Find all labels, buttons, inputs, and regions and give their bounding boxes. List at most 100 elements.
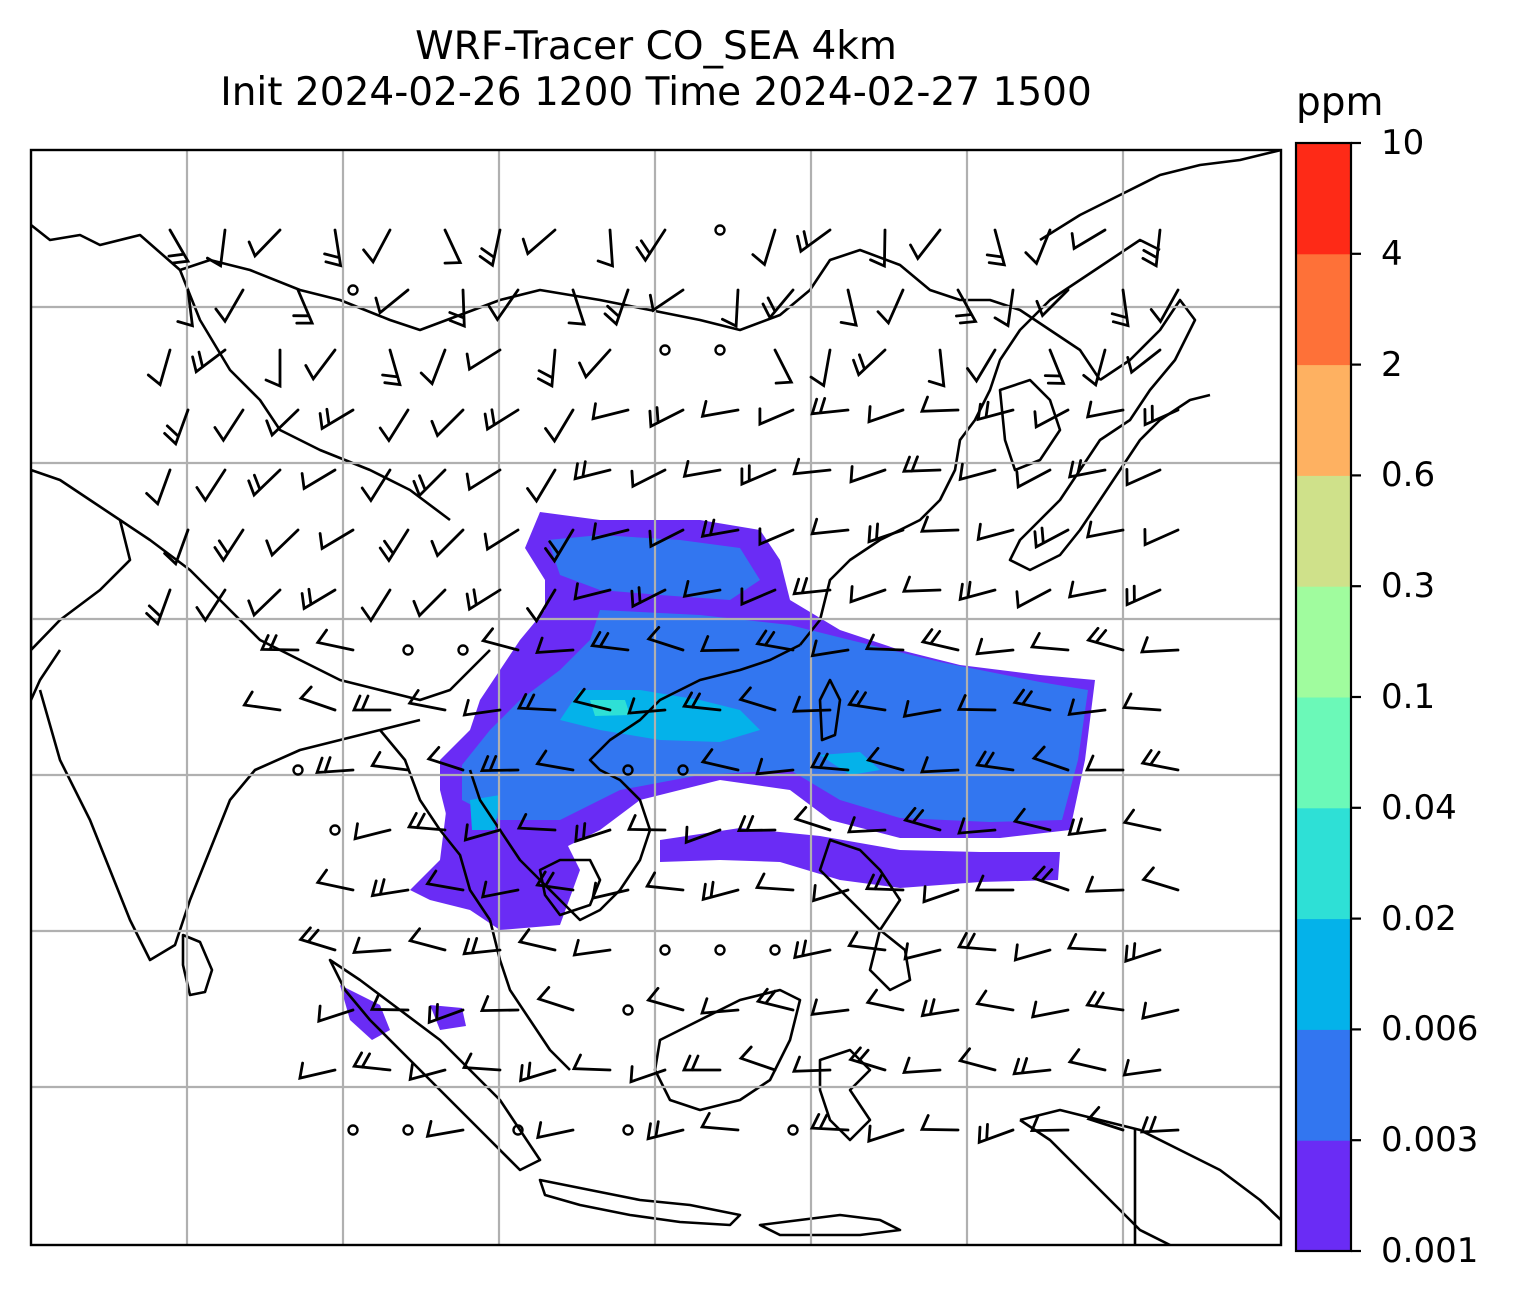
wind-barb <box>849 465 887 484</box>
coastline-borneo <box>653 988 802 1112</box>
wind-barb <box>864 633 905 652</box>
wind-barb <box>315 756 355 775</box>
plume-island-patch <box>430 1005 466 1030</box>
wind-barb <box>163 528 190 567</box>
wind-barb <box>516 813 557 832</box>
wind-barb <box>1125 584 1162 607</box>
coastline-sumatra <box>328 958 542 1172</box>
colorbar-tick-label: 0.3 <box>1381 566 1436 607</box>
colorbar-segment <box>1296 253 1351 366</box>
wind-barb <box>682 580 722 599</box>
wind-barb <box>463 823 502 842</box>
wind-barb <box>848 1046 887 1072</box>
wind-barb <box>627 697 667 715</box>
wind-barb <box>264 348 282 389</box>
wind-barb <box>146 348 172 388</box>
wind-barb <box>242 690 282 712</box>
wind-barb <box>975 989 1015 1012</box>
wind-barb <box>176 288 195 328</box>
wind-barb <box>792 577 832 596</box>
coastline-new-guinea <box>1019 1108 1281 1245</box>
wind-barb <box>902 806 942 832</box>
wind-barb <box>721 288 740 329</box>
wind-barb <box>412 468 447 498</box>
wind-barb <box>300 468 337 491</box>
wind-barb <box>975 750 1015 772</box>
wind-barb <box>1067 1048 1107 1072</box>
wind-barb <box>957 1047 997 1072</box>
wind-barb <box>920 998 960 1018</box>
coastline-taiwan <box>818 678 842 742</box>
wind-barb <box>591 402 630 421</box>
wind-barb <box>1067 817 1107 837</box>
wind-barb <box>644 871 685 892</box>
wind-barb <box>406 812 447 832</box>
wind-barb <box>408 1062 447 1082</box>
wind-barb <box>629 1065 667 1084</box>
colorbar-segment <box>1296 143 1351 255</box>
wind-barb <box>810 998 850 1017</box>
coastline-java <box>538 1178 742 1227</box>
wind-barb <box>1029 1115 1070 1133</box>
wind-barb <box>1085 990 1125 1012</box>
wind-barb <box>544 528 575 564</box>
wind-barb <box>974 874 1015 892</box>
wind-barb <box>1126 348 1162 375</box>
wind-barb <box>1140 749 1180 772</box>
wind-barb <box>247 468 282 498</box>
wind-barb <box>1082 348 1107 388</box>
wind-barb <box>1110 288 1130 328</box>
coastline-srilanka <box>181 933 214 997</box>
wind-barb <box>684 825 722 845</box>
wind-barb <box>315 868 355 892</box>
coastline-india <box>31 468 421 962</box>
colorbar-tick-label: 10 <box>1381 123 1425 163</box>
wind-barb <box>480 880 520 899</box>
wind-barb <box>1122 1058 1162 1077</box>
colorbar-tick-label: 2 <box>1381 344 1403 385</box>
coastline-korea <box>998 378 1062 472</box>
wind-barb <box>809 348 832 388</box>
wind-barb <box>957 817 997 835</box>
wind-barb <box>846 816 887 834</box>
wind-barb <box>1084 754 1125 772</box>
wind-barb <box>1067 698 1107 717</box>
calm-wind-marker <box>292 764 304 776</box>
wind-barb <box>754 872 795 892</box>
colorbar-segment <box>1296 1029 1351 1141</box>
wind-barb <box>407 927 447 952</box>
wind-barb <box>1030 1000 1070 1019</box>
wind-barb <box>1012 807 1052 832</box>
wind-barb <box>681 1054 722 1072</box>
wind-barb <box>317 1004 355 1024</box>
wind-barb <box>839 288 858 327</box>
calm-wind-marker <box>622 1004 634 1016</box>
wind-barb <box>738 686 777 712</box>
wind-barb <box>1086 1106 1125 1132</box>
wind-barb <box>318 528 355 551</box>
wind-barb <box>1141 866 1180 892</box>
calm-wind-marker <box>512 1124 524 1136</box>
wind-barb <box>537 348 557 389</box>
wind-barb <box>378 408 410 444</box>
wind-barb <box>300 587 337 611</box>
wind-barb <box>1149 288 1180 325</box>
wind-barb <box>370 878 410 898</box>
wind-barb <box>876 288 905 326</box>
calm-wind-marker <box>714 944 726 956</box>
coastline-malay-peninsula <box>488 919 571 1071</box>
wind-barb <box>922 885 960 904</box>
colorbar-segment <box>1296 364 1351 476</box>
wind-barb <box>478 228 502 268</box>
wind-barb <box>865 988 905 1012</box>
wind-barb <box>487 288 520 323</box>
wind-barb <box>298 926 337 952</box>
wind-barb <box>1033 526 1070 550</box>
wind-barb <box>167 228 191 265</box>
wind-barb <box>163 408 190 447</box>
wind-barb <box>213 528 245 563</box>
colorbar-unit-label: ppm <box>1296 80 1384 125</box>
wind-barb <box>374 288 410 316</box>
wind-barb <box>919 395 960 413</box>
